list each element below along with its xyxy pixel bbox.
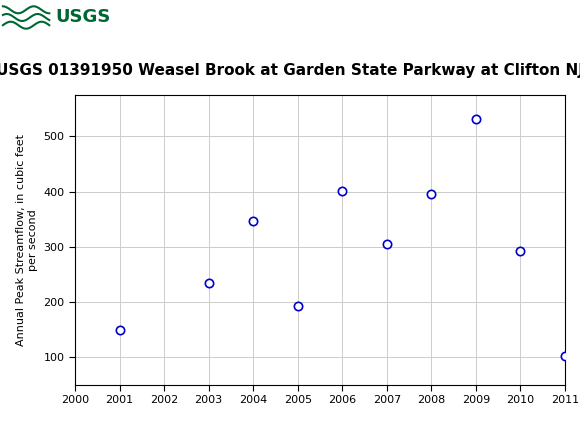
Text: USGS: USGS [55,9,110,27]
Y-axis label: Annual Peak Streamflow, in cubic feet
per second: Annual Peak Streamflow, in cubic feet pe… [16,134,38,346]
Bar [0,0,96,35]
Text: USGS 01391950 Weasel Brook at Garden State Parkway at Clifton NJ: USGS 01391950 Weasel Brook at Garden Sta… [0,63,580,78]
